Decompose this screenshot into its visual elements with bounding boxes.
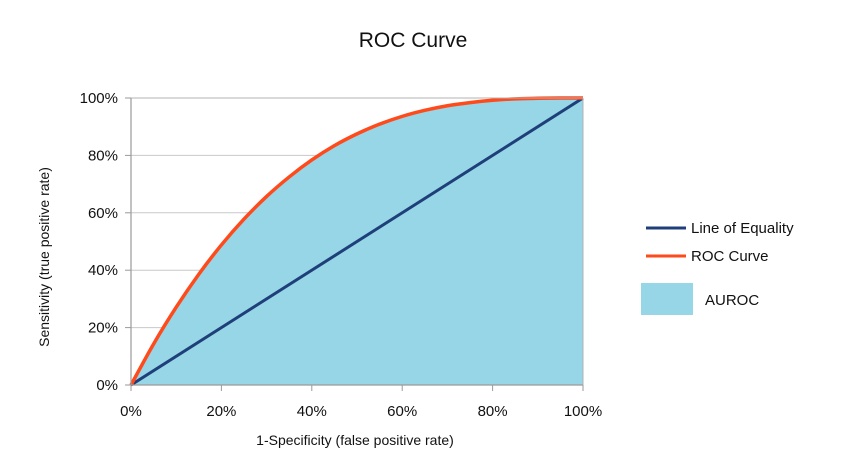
y-tick-label: 60% <box>88 205 118 222</box>
line-of-equality <box>130 96 584 387</box>
x-tick-label: 80% <box>478 403 508 420</box>
y-tick-label: 40% <box>88 262 118 279</box>
legend-label-roc-curve: ROC Curve <box>691 248 769 265</box>
y-tick-label: 100% <box>80 90 118 107</box>
x-tick-label: 40% <box>297 403 327 420</box>
y-tick-labels: 0% 20% 40% 60% 80% 100% <box>80 90 118 394</box>
x-tick-label: 20% <box>206 403 236 420</box>
y-tick-label: 0% <box>96 377 118 394</box>
legend-label-line-of-equality: Line of Equality <box>691 220 794 237</box>
y-axis-title: Sensitivity (true positive rate) <box>36 167 52 347</box>
x-tick-labels: 0% 20% 40% 60% 80% 100% <box>120 403 602 420</box>
x-tick-label: 0% <box>120 403 142 420</box>
legend-swatch-auroc <box>641 283 693 315</box>
x-axis-title: 1-Specificity (false positive rate) <box>256 432 454 448</box>
x-tick-label: 100% <box>564 403 602 420</box>
legend-label-auroc: AUROC <box>705 292 759 309</box>
x-tick-label: 60% <box>387 403 417 420</box>
plot-axes <box>125 97 584 391</box>
y-tick-label: 80% <box>88 147 118 164</box>
chart-title: ROC Curve <box>359 29 468 52</box>
legend: Line of Equality ROC Curve AUROC <box>641 220 794 315</box>
y-tick-label: 20% <box>88 320 118 337</box>
roc-curve-line <box>129 96 584 386</box>
